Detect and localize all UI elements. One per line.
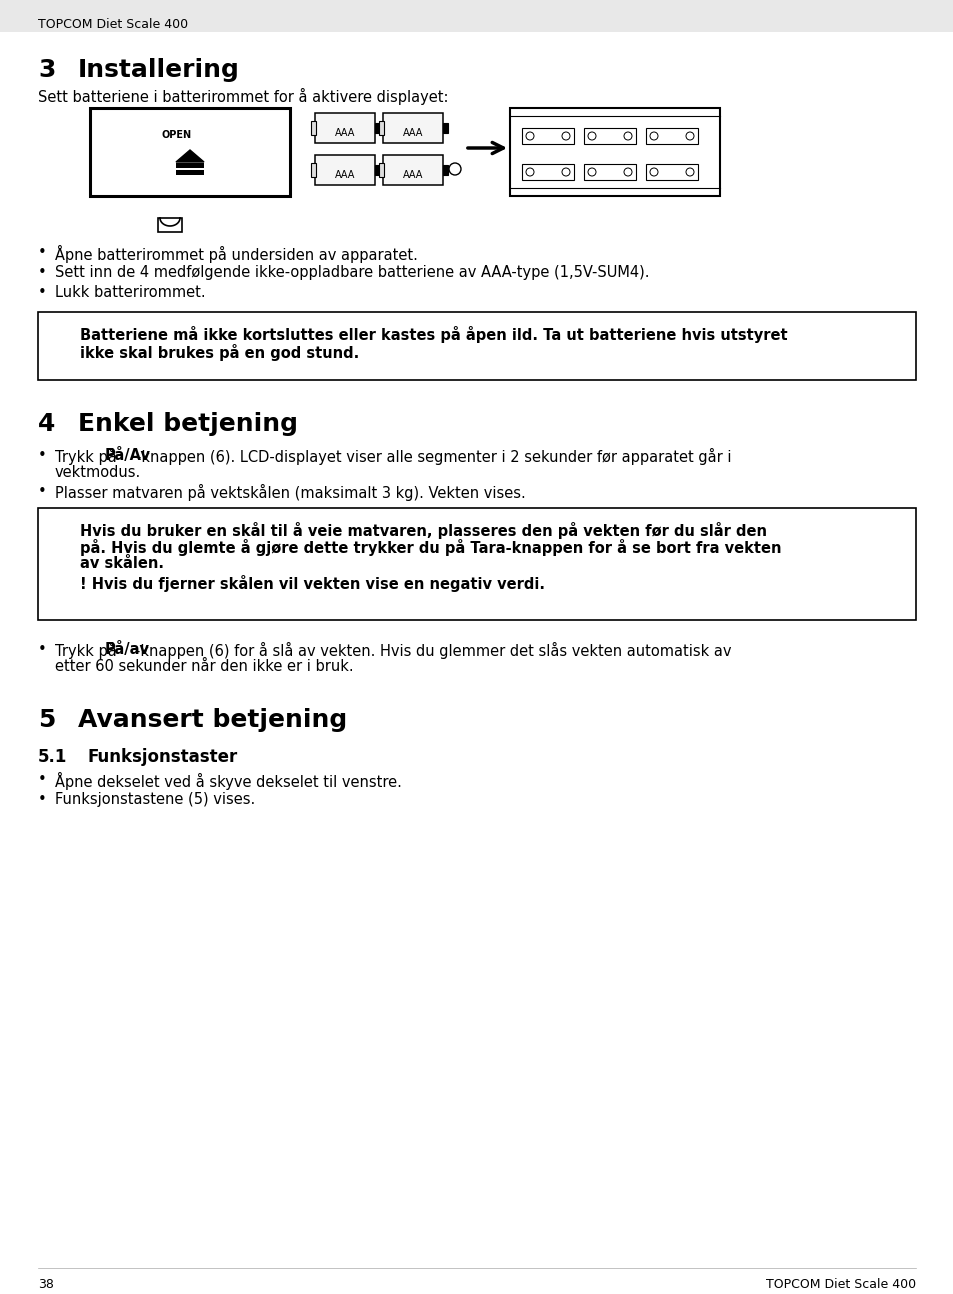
Bar [521, 164, 574, 180]
Bar [378, 122, 384, 135]
Text: AAA: AAA [335, 170, 355, 180]
Text: Funksjonstaster: Funksjonstaster [88, 748, 238, 766]
Text: Batteriene må ikke kortsluttes eller kastes på åpen ild. Ta ut batteriene hvis u: Batteriene må ikke kortsluttes eller kas… [80, 326, 787, 343]
Text: Lukk batterirommet.: Lukk batterirommet. [55, 285, 206, 300]
Text: vektmodus.: vektmodus. [55, 465, 141, 480]
Text: TOPCOM Diet Scale 400: TOPCOM Diet Scale 400 [765, 1278, 915, 1291]
Bar [311, 163, 315, 177]
Bar [583, 164, 636, 180]
Bar [38, 509, 915, 620]
Text: ikke skal brukes på en god stund.: ikke skal brukes på en god stund. [80, 344, 359, 361]
Text: OPEN: OPEN [162, 129, 192, 140]
Text: 4: 4 [38, 411, 55, 436]
Text: AAA: AAA [402, 128, 423, 138]
Bar [382, 113, 442, 144]
Text: Enkel betjening: Enkel betjening [78, 411, 297, 436]
Text: 3: 3 [38, 58, 55, 82]
Text: Hvis du bruker en skål til å veie matvaren, plasseres den på vekten før du slår : Hvis du bruker en skål til å veie matvar… [80, 521, 766, 540]
Bar [583, 128, 636, 144]
Bar [311, 122, 315, 135]
Text: av skålen.: av skålen. [80, 556, 164, 571]
Bar [521, 128, 574, 144]
Bar [442, 123, 448, 133]
Text: •: • [38, 245, 47, 260]
Bar [645, 164, 698, 180]
Bar [175, 163, 204, 168]
Bar [375, 123, 379, 133]
Text: på. Hvis du glemte å gjøre dette trykker du på Tara-knappen for å se bort fra ve: på. Hvis du glemte å gjøre dette trykker… [80, 540, 781, 556]
Text: Trykk på: Trykk på [55, 642, 121, 659]
Text: AAA: AAA [335, 128, 355, 138]
Text: På/Av: På/Av [105, 448, 151, 463]
Text: etter 60 sekunder når den ikke er i bruk.: etter 60 sekunder når den ikke er i bruk… [55, 659, 354, 674]
Text: 38: 38 [38, 1278, 53, 1291]
Text: På/av: På/av [105, 642, 150, 657]
Text: -knappen (6). LCD-displayet viser alle segmenter i 2 sekunder før apparatet går : -knappen (6). LCD-displayet viser alle s… [136, 448, 731, 465]
Text: Åpne dekselet ved å skyve dekselet til venstre.: Åpne dekselet ved å skyve dekselet til v… [55, 773, 401, 791]
Text: Sett inn de 4 medfølgende ikke-oppladbare batteriene av AAA-type (1,5V-SUM4).: Sett inn de 4 medfølgende ikke-oppladbar… [55, 265, 649, 280]
Bar [375, 166, 379, 175]
Text: •: • [38, 792, 47, 807]
Text: Installering: Installering [78, 58, 239, 82]
Bar [314, 155, 375, 185]
Text: Trykk på: Trykk på [55, 448, 121, 465]
Text: Åpne batterirommet på undersiden av apparatet.: Åpne batterirommet på undersiden av appa… [55, 245, 417, 263]
Text: 5.1: 5.1 [38, 748, 68, 766]
Bar [378, 163, 384, 177]
Text: AAA: AAA [402, 170, 423, 180]
Text: •: • [38, 642, 47, 657]
Text: Funksjonstastene (5) vises.: Funksjonstastene (5) vises. [55, 792, 255, 807]
Text: •: • [38, 285, 47, 300]
Text: 5: 5 [38, 708, 55, 732]
Bar [645, 128, 698, 144]
Text: Sett batteriene i batterirommet for å aktivere displayet:: Sett batteriene i batterirommet for å ak… [38, 88, 448, 105]
Bar [38, 312, 915, 380]
Polygon shape [175, 150, 204, 162]
Bar [314, 113, 375, 144]
Bar [442, 166, 448, 175]
Bar [158, 217, 182, 232]
Text: TOPCOM Diet Scale 400: TOPCOM Diet Scale 400 [38, 18, 188, 31]
Bar [382, 155, 442, 185]
Text: Avansert betjening: Avansert betjening [78, 708, 347, 732]
Bar [0, 0, 953, 32]
Text: •: • [38, 448, 47, 463]
Text: ! Hvis du fjerner skålen vil vekten vise en negativ verdi.: ! Hvis du fjerner skålen vil vekten vise… [80, 575, 544, 591]
Text: •: • [38, 773, 47, 787]
Bar [175, 170, 204, 175]
Text: -knappen (6) for å slå av vekten. Hvis du glemmer det slås vekten automatisk av: -knappen (6) for å slå av vekten. Hvis d… [135, 642, 731, 659]
Bar [510, 107, 720, 195]
Text: Plasser matvaren på vektskålen (maksimalt 3 kg). Vekten vises.: Plasser matvaren på vektskålen (maksimal… [55, 484, 525, 501]
Text: •: • [38, 265, 47, 280]
Bar [90, 107, 290, 195]
Text: •: • [38, 484, 47, 499]
